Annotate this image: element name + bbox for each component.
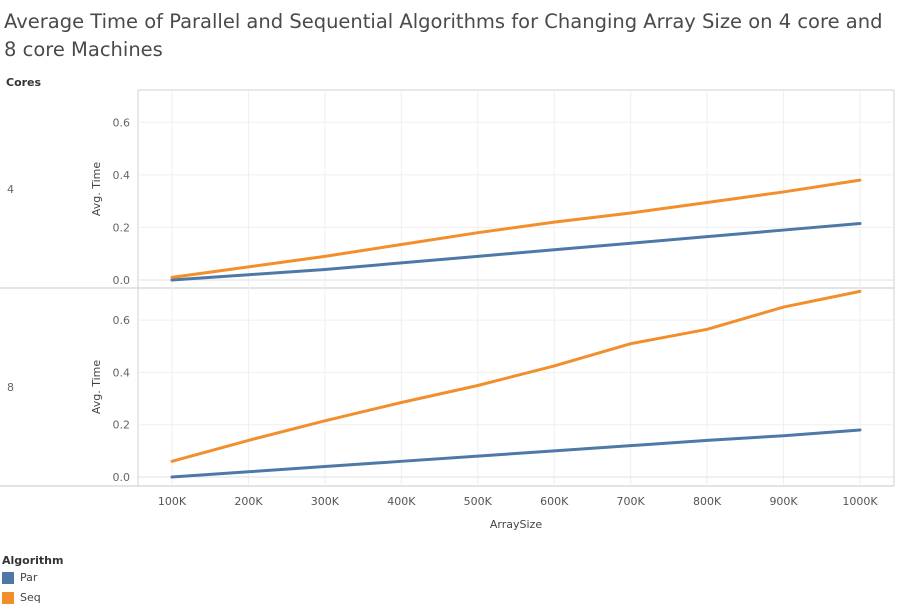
x-tick-label: 600K xyxy=(540,495,569,508)
y-axis-label: Avg. Time xyxy=(90,162,103,217)
x-axis-label: ArraySize xyxy=(490,518,542,531)
series-line-par xyxy=(170,221,862,282)
series-line-seq xyxy=(170,178,862,279)
x-tick-label: 300K xyxy=(311,495,340,508)
x-tick-label: 700K xyxy=(617,495,646,508)
y-tick-label: 0.6 xyxy=(113,314,131,327)
legend-item-seq[interactable]: Seq xyxy=(2,591,41,604)
legend-label-seq: Seq xyxy=(20,591,41,604)
x-tick-label: 200K xyxy=(234,495,263,508)
x-tick-label: 500K xyxy=(464,495,493,508)
x-tick-label: 1000K xyxy=(842,495,878,508)
legend-label-par: Par xyxy=(20,571,38,584)
legend-swatch-par xyxy=(2,571,14,584)
row-label: 4 xyxy=(7,183,14,196)
y-tick-label: 0.2 xyxy=(113,221,131,234)
x-tick-label: 900K xyxy=(769,495,798,508)
y-tick-label: 0.4 xyxy=(113,366,131,379)
y-tick-label: 0.0 xyxy=(113,274,131,287)
x-tick-label: 800K xyxy=(693,495,722,508)
row-header-cores: Cores xyxy=(6,76,42,89)
line-chart: 0.0 0.2 0.4 0.6 Avg. Time 4 0.0 0.2 0.4 0.6 Avg. T… xyxy=(0,89,895,531)
y-axis-label: Avg. Time xyxy=(90,360,103,415)
y-tick-label: 0.2 xyxy=(113,419,131,432)
series-line-par xyxy=(170,428,862,479)
legend-title: Algorithm xyxy=(2,554,64,567)
legend-item-par[interactable]: Par xyxy=(2,571,37,584)
chart-title: Average Time of Parallel and Sequential … xyxy=(4,10,883,61)
series-line-seq xyxy=(170,289,862,463)
x-tick-label: 400K xyxy=(387,495,416,508)
row-label: 8 xyxy=(7,381,14,394)
y-tick-label: 0.6 xyxy=(113,116,131,129)
y-tick-label: 0.0 xyxy=(113,471,131,484)
y-tick-label: 0.4 xyxy=(113,169,131,182)
x-tick-label: 100K xyxy=(158,495,187,508)
legend-swatch-seq xyxy=(2,591,14,604)
